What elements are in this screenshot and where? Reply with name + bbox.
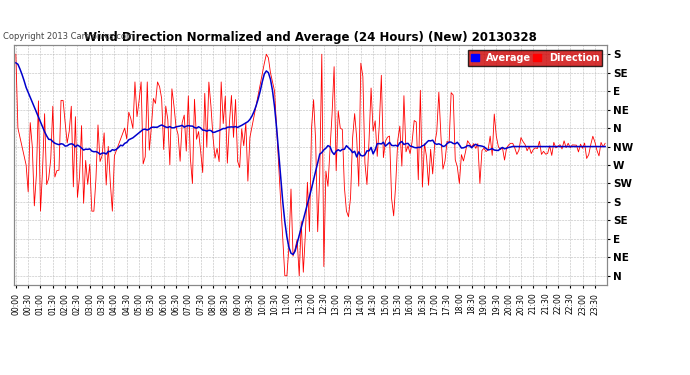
Text: Copyright 2013 Cartronics.com: Copyright 2013 Cartronics.com [3, 32, 135, 41]
Legend: Average, Direction: Average, Direction [468, 50, 602, 66]
Title: Wind Direction Normalized and Average (24 Hours) (New) 20130328: Wind Direction Normalized and Average (2… [84, 31, 537, 44]
